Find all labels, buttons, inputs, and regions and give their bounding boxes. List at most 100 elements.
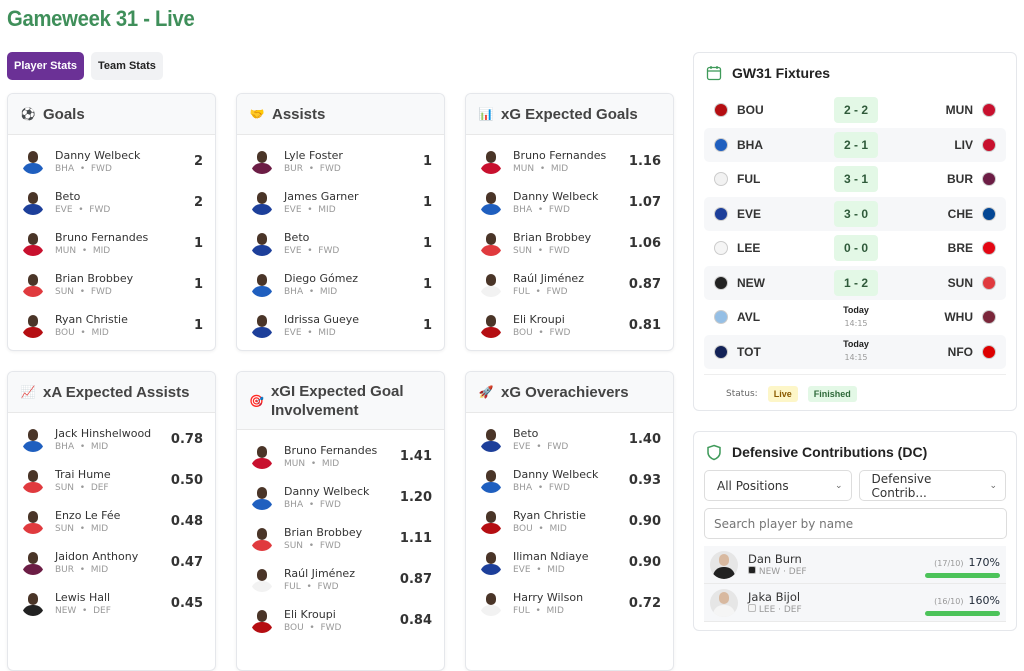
player-row[interactable]: Beto EVE • FWD 2 xyxy=(8,182,215,223)
player-row[interactable]: Beto EVE • FWD 1 xyxy=(237,223,444,264)
player-position: FWD xyxy=(89,204,111,215)
player-row[interactable]: Brian Brobbey SUN • FWD 1.06 xyxy=(466,223,673,264)
team-crest-icon xyxy=(982,241,996,256)
player-position: MID xyxy=(318,204,336,215)
player-team: EVE xyxy=(513,564,531,575)
away-team: CHE xyxy=(947,206,973,221)
stat-card: ⚽ Goals Danny Welbeck BHA • FWD 2 Beto EV… xyxy=(7,93,216,351)
kickoff-day: Today xyxy=(843,339,869,350)
fixture-row[interactable]: LEE 0 - 0 BRE xyxy=(704,231,1006,266)
player-row[interactable]: Eli Kroupi BOU • FWD 0.84 xyxy=(237,600,444,641)
player-position: FWD xyxy=(549,327,571,338)
player-team: LEE xyxy=(758,604,776,615)
fixture-row[interactable]: FUL 3 - 1 BUR xyxy=(704,162,1006,197)
player-name: Danny Welbeck xyxy=(513,467,599,481)
player-position: MID xyxy=(90,564,109,575)
player-position: FWD xyxy=(319,499,341,510)
stat-value: 1 xyxy=(193,318,203,333)
trend-chart-icon: 📈 xyxy=(20,385,36,399)
fixture-row[interactable]: EVE 3 - 0 CHE xyxy=(704,196,1006,231)
player-row[interactable]: Bruno Fernandes MUN • MID 1.41 xyxy=(237,436,444,477)
player-row[interactable]: Danny Welbeck BHA • FWD 1.07 xyxy=(466,182,673,223)
player-position: FWD xyxy=(548,482,570,493)
player-row[interactable]: Lewis Hall NEW • DEF 0.45 xyxy=(8,583,215,624)
match-score: 3 - 1 xyxy=(834,166,878,193)
player-position: DEF xyxy=(788,566,807,577)
player-team: EVE xyxy=(513,441,531,452)
player-search-input[interactable] xyxy=(704,508,1007,539)
player-row[interactable]: Beto EVE • FWD 1.40 xyxy=(466,419,673,460)
player-row[interactable]: Eli Kroupi BOU • FWD 0.81 xyxy=(466,305,673,346)
home-team: EVE xyxy=(737,206,762,221)
player-team: MUN xyxy=(513,163,535,174)
fixture-row[interactable]: NEW 1 - 2 SUN xyxy=(704,265,1006,300)
tab-player-stats[interactable]: Player Stats xyxy=(7,52,84,80)
fixture-row[interactable]: AVL Today 14:15 WHU xyxy=(704,300,1006,335)
player-row[interactable]: James Garner EVE • MID 1 xyxy=(237,182,444,223)
player-avatar xyxy=(479,592,503,616)
player-row[interactable]: Bruno Fernandes MUN • MID 1.16 xyxy=(466,141,673,182)
fixture-row[interactable]: TOT Today 14:15 NFO xyxy=(704,334,1006,369)
player-avatar xyxy=(250,486,274,510)
tab-team-stats[interactable]: Team Stats xyxy=(90,52,163,80)
fixture-row[interactable]: BOU 2 - 2 MUN xyxy=(704,93,1006,128)
stat-value: 1.20 xyxy=(399,490,432,505)
player-row[interactable]: Brian Brobbey SUN • FWD 1 xyxy=(8,264,215,305)
player-row[interactable]: Trai Hume SUN • DEF 0.50 xyxy=(8,460,215,501)
player-row[interactable]: Ryan Christie BOU • MID 0.90 xyxy=(466,501,673,542)
dc-player-row[interactable]: Jaka Bijol LEE · DEF (16/10) 160% xyxy=(704,584,1006,622)
player-row[interactable]: Danny Welbeck BHA • FWD 1.20 xyxy=(237,477,444,518)
position-filter-select[interactable]: All Positions ⌄ xyxy=(704,470,852,501)
player-row[interactable]: Idrissa Gueye EVE • MID 1 xyxy=(237,305,444,346)
player-name: Lyle Foster xyxy=(284,148,343,162)
player-row[interactable]: Raúl Jiménez FUL • FWD 0.87 xyxy=(466,264,673,305)
player-row[interactable]: Jack Hinshelwood BHA • MID 0.78 xyxy=(8,419,215,460)
player-position: MID xyxy=(546,605,564,616)
player-row[interactable]: Iliman Ndiaye EVE • MID 0.90 xyxy=(466,542,673,583)
player-row[interactable]: Bruno Fernandes MUN • MID 1 xyxy=(8,223,215,264)
player-position: MID xyxy=(549,523,567,534)
fixture-row[interactable]: BHA 2 - 1 LIV xyxy=(704,127,1006,162)
player-row[interactable]: Brian Brobbey SUN • FWD 1.11 xyxy=(237,518,444,559)
player-avatar xyxy=(21,469,45,493)
shield-icon xyxy=(707,444,721,460)
dc-progress-bar xyxy=(925,611,1000,616)
match-score: 3 - 0 xyxy=(834,200,878,227)
team-crest-icon xyxy=(748,603,756,612)
player-name: Ryan Christie xyxy=(513,508,586,522)
player-position: MID xyxy=(547,564,565,575)
calendar-icon xyxy=(706,66,722,81)
player-avatar xyxy=(479,314,503,338)
player-row[interactable]: Jaidon Anthony BUR • MID 0.47 xyxy=(8,542,215,583)
dc-player-row[interactable]: Dan Burn NEW · DEF (17/10) 170% xyxy=(704,546,1006,584)
away-team: WHU xyxy=(944,310,973,325)
team-crest-icon xyxy=(982,344,996,359)
player-row[interactable]: Danny Welbeck BHA • FWD 0.93 xyxy=(466,460,673,501)
player-row[interactable]: Harry Wilson FUL • MID 0.72 xyxy=(466,583,673,624)
player-position: MID xyxy=(550,163,569,174)
player-name: James Garner xyxy=(284,189,359,203)
stat-filter-select[interactable]: Defensive Contrib... ⌄ xyxy=(858,470,1006,501)
player-row[interactable]: Danny Welbeck BHA • FWD 2 xyxy=(8,141,215,182)
player-avatar xyxy=(710,550,738,579)
player-name: Enzo Le Fée xyxy=(55,508,121,522)
player-row[interactable]: Enzo Le Fée SUN • MID 0.48 xyxy=(8,501,215,542)
status-label: Status: xyxy=(726,389,758,399)
stat-card: 📊 xG Expected Goals Bruno Fernandes MUN •… xyxy=(465,93,674,351)
player-avatar xyxy=(479,551,503,575)
player-position: FWD xyxy=(319,540,341,551)
stat-value: 0.81 xyxy=(628,318,661,333)
player-avatar xyxy=(479,428,503,452)
player-row[interactable]: Lyle Foster BUR • FWD 1 xyxy=(237,141,444,182)
player-team: SUN xyxy=(513,245,533,256)
team-crest-icon xyxy=(714,103,728,118)
player-team: SUN xyxy=(284,540,304,551)
player-row[interactable]: Ryan Christie BOU • MID 1 xyxy=(8,305,215,346)
player-team: BHA xyxy=(55,441,75,452)
stat-value: 1 xyxy=(422,277,432,292)
page-title: Gameweek 31 - Live xyxy=(7,6,195,31)
team-crest-icon xyxy=(714,172,728,187)
player-row[interactable]: Raúl Jiménez FUL • FWD 0.87 xyxy=(237,559,444,600)
dc-progress-bar xyxy=(925,573,1000,578)
player-row[interactable]: Diego Gómez BHA • MID 1 xyxy=(237,264,444,305)
